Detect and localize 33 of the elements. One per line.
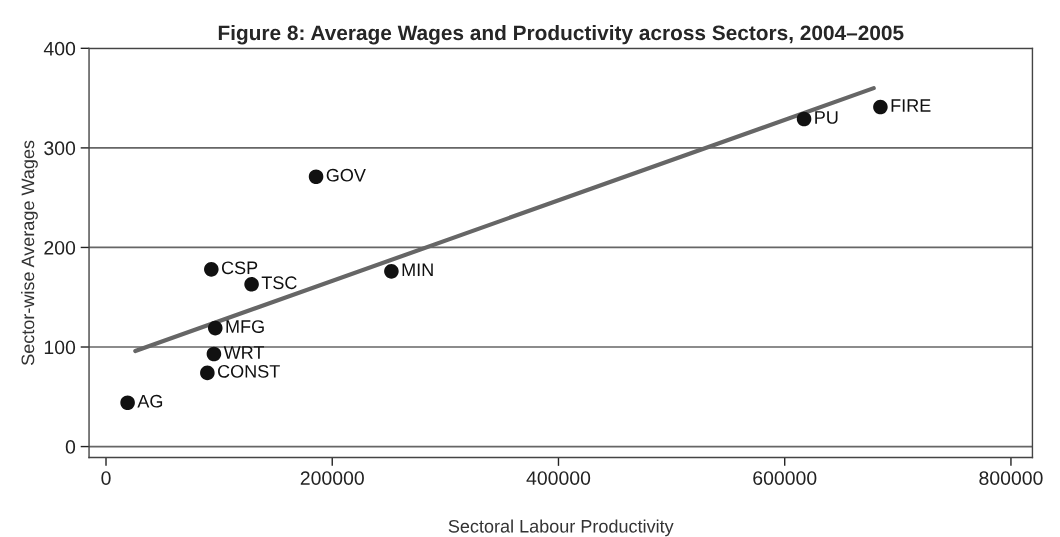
annotation: FIRE <box>891 99 931 112</box>
x-tick-label: 600000 <box>753 471 817 485</box>
point <box>120 395 135 411</box>
x-tick-label: 800000 <box>979 471 1043 485</box>
point <box>204 262 219 277</box>
annotation: GOV <box>326 168 366 182</box>
x-tick-label: 400000 <box>526 471 591 485</box>
annotation: AG <box>137 394 163 408</box>
point <box>208 320 223 336</box>
x-tick-label: 200000 <box>300 471 364 485</box>
annotation: WRT <box>223 346 265 359</box>
annotation: PU <box>815 111 838 124</box>
chart-title: Figure 8: Average Wages and Productivity across Sectors, 2004–2005 <box>218 24 904 45</box>
point <box>384 264 399 279</box>
y-tick-label: 100 <box>44 340 76 355</box>
y-tick-label: 200 <box>44 240 76 255</box>
annotation: MIN <box>402 263 433 277</box>
point <box>206 346 222 362</box>
x-tick-label: 0 <box>101 471 111 485</box>
point <box>200 365 215 381</box>
y-tick-label: 0 <box>65 440 76 454</box>
annotation: CONST <box>218 364 280 378</box>
x-axis-title: Sectoral Labour Productivity <box>448 519 674 537</box>
y-tick-label: 300 <box>44 141 76 156</box>
y-axis-title: Sector-wise Average Wages <box>21 140 38 365</box>
annotation: CSP <box>221 261 258 275</box>
point <box>796 111 812 127</box>
y-tick-label: 400 <box>43 41 76 56</box>
point <box>873 99 888 115</box>
annotation: MFG <box>226 320 264 333</box>
point <box>244 277 259 292</box>
point <box>308 169 324 185</box>
annotation: TSC <box>261 276 297 290</box>
